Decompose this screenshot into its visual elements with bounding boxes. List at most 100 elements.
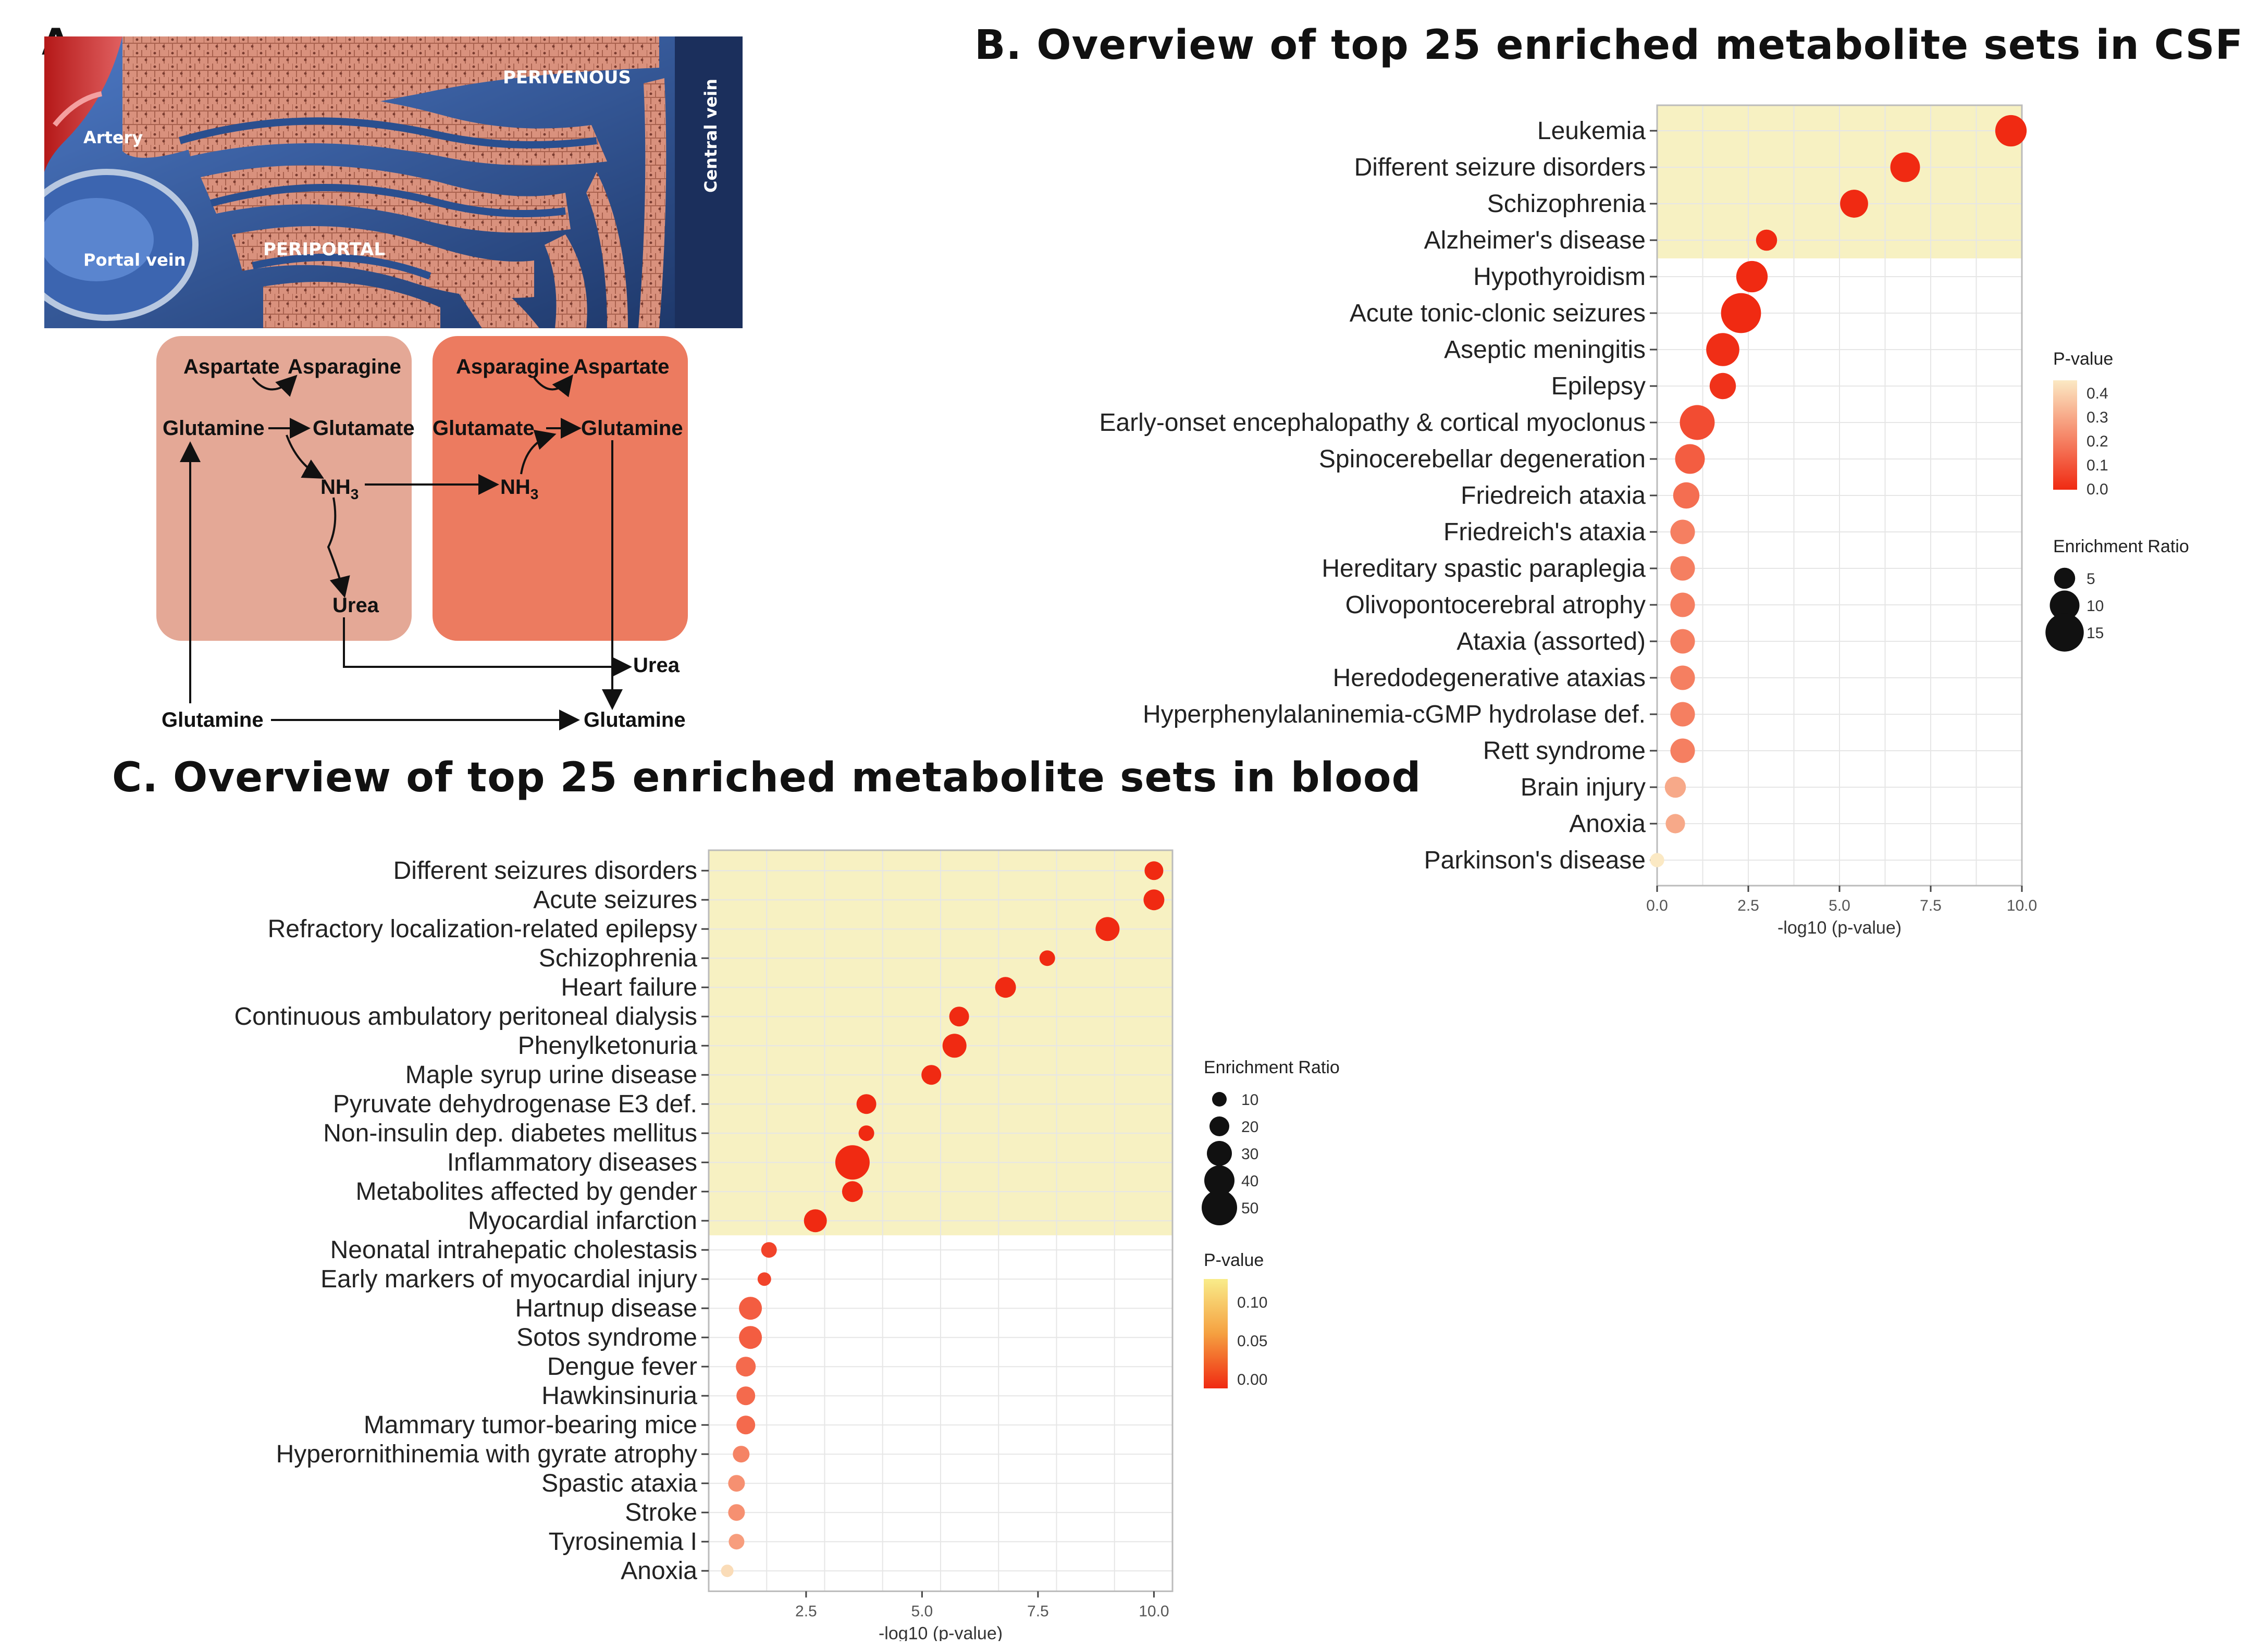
liver-lobule-illustration: PERIVENOUS Artery Central vein Portal ve… (44, 36, 743, 328)
enrichment-legend-tick: 5 (2086, 570, 2095, 588)
enrichment-legend-tick: 20 (1241, 1119, 1258, 1136)
y-tick-label: Metabolites affected by gender (355, 1178, 697, 1206)
perivenous-label: PERIVENOUS (503, 67, 631, 88)
y-tick-label: Continuous ambulatory peritoneal dialysi… (234, 1003, 698, 1030)
data-point (733, 1446, 750, 1463)
nh3-right: NH3 (500, 476, 538, 502)
data-point (921, 1065, 942, 1085)
y-tick-label: Spastic ataxia (541, 1470, 697, 1497)
data-point (1144, 861, 1164, 880)
data-point (736, 1357, 756, 1377)
enrichment-legend-dot (1202, 1190, 1237, 1225)
x-tick-label: 10.0 (1139, 1603, 1169, 1620)
urea-outer: Urea (633, 654, 680, 677)
glutamine-bottom-left: Glutamine (162, 709, 264, 731)
urea-inner: Urea (332, 594, 379, 617)
data-point (1670, 665, 1695, 690)
data-point (1680, 405, 1715, 440)
y-tick-label: Sotos syndrome (516, 1324, 697, 1351)
enrichment-legend-tick: 10 (2086, 598, 2104, 615)
y-tick-label: Stroke (625, 1499, 697, 1526)
y-tick-label: Acute tonic-clonic seizures (1350, 300, 1646, 327)
y-tick-label: Maple syrup urine disease (405, 1061, 697, 1089)
data-point (1670, 629, 1695, 654)
data-point (728, 1504, 745, 1521)
y-tick-label: Rett syndrome (1483, 737, 1646, 765)
glutamine-bottom-right: Glutamine (584, 709, 686, 731)
data-point (842, 1181, 863, 1202)
data-point (1039, 950, 1055, 966)
enrichment-legend-tick: 50 (1241, 1200, 1258, 1217)
data-point (739, 1326, 762, 1349)
enrichment-legend-tick: 15 (2086, 625, 2104, 642)
data-point (1670, 556, 1695, 581)
left-glutamine: Glutamine (163, 417, 265, 440)
enrichment-legend-dot (2050, 590, 2080, 620)
data-point (856, 1094, 876, 1114)
blood-x-axis-label: -log10 (p-value) (879, 1623, 1003, 1641)
data-point (729, 1534, 745, 1550)
y-tick-label: Anoxia (621, 1557, 697, 1585)
y-tick-label: Myocardial infarction (468, 1207, 697, 1235)
data-point (995, 977, 1016, 998)
y-tick-label: Refractory localization-related epilepsy (268, 915, 697, 943)
p-value-legend-tick: 0.05 (1237, 1333, 1267, 1350)
csf-x-axis-label: -log10 (p-value) (1777, 918, 1902, 938)
y-tick-label: Brain injury (1521, 774, 1646, 801)
data-point (1650, 853, 1664, 867)
data-point (757, 1272, 771, 1286)
data-point (1706, 333, 1739, 366)
sinusoid-lines (179, 117, 597, 280)
artery-label: Artery (83, 128, 143, 147)
y-tick-label: Olivopontocerebral atrophy (1345, 591, 1646, 619)
p-value-colorbar (2053, 380, 2077, 490)
y-tick-label: Schizophrenia (1487, 190, 1646, 218)
data-point (949, 1007, 969, 1027)
x-tick-label: 0.0 (1646, 897, 1668, 914)
enrichment-legend-dot (1212, 1092, 1227, 1107)
y-tick-label: Leukemia (1537, 117, 1646, 145)
y-tick-label: Hartnup disease (515, 1295, 697, 1322)
y-tick-label: Alzheimer's disease (1424, 227, 1646, 254)
data-point (1665, 814, 1685, 834)
data-point (739, 1297, 762, 1320)
portal-vein-label: Portal vein (83, 250, 186, 270)
periportal-label: PERIPORTAL (263, 239, 385, 260)
right-asparagine: Asparagine (456, 355, 570, 378)
y-tick-label: Mammary tumor-bearing mice (364, 1411, 697, 1439)
enrichment-legend-dot (2054, 567, 2076, 589)
right-glutamine: Glutamine (581, 417, 683, 440)
y-tick-label: Non-insulin dep. diabetes mellitus (323, 1120, 697, 1147)
enrichment-legend-dot (2045, 613, 2084, 652)
data-point (1670, 592, 1695, 617)
y-tick-label: Early-onset encephalopathy & cortical my… (1099, 409, 1646, 437)
perivenous-box (433, 336, 688, 641)
enrichment-legend-tick: 30 (1241, 1146, 1258, 1163)
data-point (942, 1034, 967, 1058)
p-value-legend-title: P-value (2053, 349, 2113, 369)
enrichment-legend-tick: 10 (1241, 1091, 1258, 1109)
central-vein-label: Central vein (701, 79, 721, 193)
artery (44, 36, 122, 172)
enrichment-legend-title: Enrichment Ratio (2053, 537, 2189, 556)
enrichment-legend-tick: 40 (1241, 1173, 1258, 1190)
data-point (1995, 115, 2027, 147)
data-point (1675, 444, 1705, 474)
nh3-left: NH3 (320, 476, 359, 502)
data-point (728, 1475, 745, 1492)
data-point (1890, 152, 1920, 182)
p-value-legend-tick: 0.4 (2086, 385, 2108, 402)
y-tick-label: Dengue fever (547, 1353, 697, 1381)
left-aspartate: Aspartate (183, 355, 280, 378)
y-tick-label: Hyperornithinemia with gyrate atrophy (276, 1440, 697, 1468)
pathway-arrows (180, 374, 632, 730)
panel-b-title: B. Overview of top 25 enriched metabolit… (974, 22, 2244, 69)
metabolic-pathway-diagram: Aspartate Asparagine Glutamine Glutamate… (156, 336, 688, 731)
data-point (1143, 889, 1165, 911)
data-point (858, 1125, 874, 1141)
p-value-legend-tick: 0.00 (1237, 1371, 1267, 1388)
data-point (736, 1415, 756, 1435)
y-tick-label: Early markers of myocardial injury (320, 1265, 697, 1293)
y-tick-label: Schizophrenia (539, 945, 698, 972)
